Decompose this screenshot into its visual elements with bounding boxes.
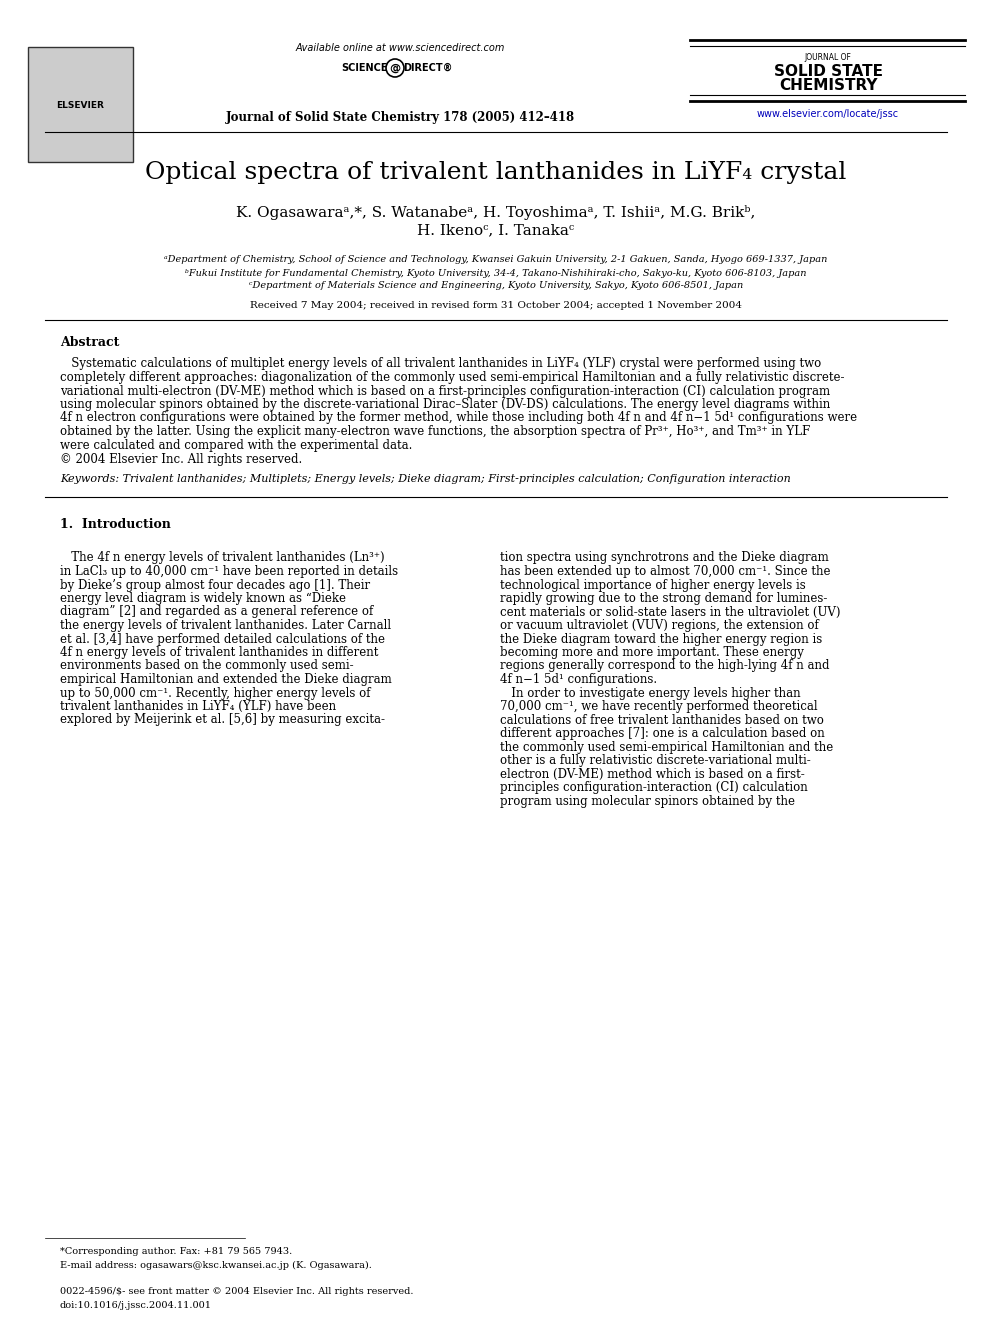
Text: the commonly used semi-empirical Hamiltonian and the: the commonly used semi-empirical Hamilto… (500, 741, 833, 754)
Text: www.elsevier.com/locate/jssc: www.elsevier.com/locate/jssc (757, 108, 899, 119)
Text: up to 50,000 cm⁻¹. Recently, higher energy levels of: up to 50,000 cm⁻¹. Recently, higher ener… (60, 687, 370, 700)
Text: SOLID STATE: SOLID STATE (774, 65, 883, 79)
Text: explored by Meijerink et al. [5,6] by measuring excita-: explored by Meijerink et al. [5,6] by me… (60, 713, 385, 726)
Text: the Dieke diagram toward the higher energy region is: the Dieke diagram toward the higher ener… (500, 632, 822, 646)
Text: *Corresponding author. Fax: +81 79 565 7943.: *Corresponding author. Fax: +81 79 565 7… (60, 1248, 293, 1257)
Text: 70,000 cm⁻¹, we have recently performed theoretical: 70,000 cm⁻¹, we have recently performed … (500, 700, 817, 713)
Text: In order to investigate energy levels higher than: In order to investigate energy levels hi… (500, 687, 801, 700)
Text: Abstract: Abstract (60, 336, 119, 348)
Text: ᵃDepartment of Chemistry, School of Science and Technology, Kwansei Gakuin Unive: ᵃDepartment of Chemistry, School of Scie… (165, 255, 827, 265)
Text: The 4f n energy levels of trivalent lanthanides (Ln³⁺): The 4f n energy levels of trivalent lant… (60, 552, 385, 565)
Text: Systematic calculations of multiplet energy levels of all trivalent lanthanides : Systematic calculations of multiplet ene… (60, 357, 821, 370)
Text: et al. [3,4] have performed detailed calculations of the: et al. [3,4] have performed detailed cal… (60, 632, 385, 646)
Text: obtained by the latter. Using the explicit many-electron wave functions, the abs: obtained by the latter. Using the explic… (60, 425, 810, 438)
Text: technological importance of higher energy levels is: technological importance of higher energ… (500, 578, 806, 591)
Text: doi:10.1016/j.jssc.2004.11.001: doi:10.1016/j.jssc.2004.11.001 (60, 1302, 212, 1311)
Text: tion spectra using synchrotrons and the Dieke diagram: tion spectra using synchrotrons and the … (500, 552, 828, 565)
Text: SCIENCE: SCIENCE (342, 64, 388, 73)
Text: the energy levels of trivalent lanthanides. Later Carnall: the energy levels of trivalent lanthanid… (60, 619, 391, 632)
Text: 4f n electron configurations were obtained by the former method, while those inc: 4f n electron configurations were obtain… (60, 411, 857, 425)
Text: environments based on the commonly used semi-: environments based on the commonly used … (60, 659, 353, 672)
Text: Optical spectra of trivalent lanthanides in LiYF₄ crystal: Optical spectra of trivalent lanthanides… (145, 160, 847, 184)
Text: program using molecular spinors obtained by the: program using molecular spinors obtained… (500, 795, 795, 807)
Text: empirical Hamiltonian and extended the Dieke diagram: empirical Hamiltonian and extended the D… (60, 673, 392, 687)
Text: using molecular spinors obtained by the discrete-variational Dirac–Slater (DV-DS: using molecular spinors obtained by the … (60, 398, 830, 411)
Text: variational multi-electron (DV-ME) method which is based on a first-principles c: variational multi-electron (DV-ME) metho… (60, 385, 830, 397)
Text: becoming more and more important. These energy: becoming more and more important. These … (500, 646, 804, 659)
Text: DIRECT®: DIRECT® (404, 64, 452, 73)
Text: regions generally correspond to the high-lying 4f n and: regions generally correspond to the high… (500, 659, 829, 672)
Text: rapidly growing due to the strong demand for lumines-: rapidly growing due to the strong demand… (500, 591, 827, 605)
Bar (28, 48, 133, 161)
Text: principles configuration-interaction (CI) calculation: principles configuration-interaction (CI… (500, 781, 807, 794)
Text: ᵇFukui Institute for Fundamental Chemistry, Kyoto University, 34-4, Takano-Nishi: ᵇFukui Institute for Fundamental Chemist… (186, 269, 806, 278)
Text: 4f n−1 5d¹ configurations.: 4f n−1 5d¹ configurations. (500, 673, 657, 687)
Text: © 2004 Elsevier Inc. All rights reserved.: © 2004 Elsevier Inc. All rights reserved… (60, 452, 303, 466)
Text: Keywords: Trivalent lanthanides; Multiplets; Energy levels; Dieke diagram; First: Keywords: Trivalent lanthanides; Multipl… (60, 474, 791, 483)
Text: Available online at www.sciencedirect.com: Available online at www.sciencedirect.co… (296, 44, 505, 53)
Text: @: @ (390, 64, 401, 73)
Text: electron (DV-ME) method which is based on a first-: electron (DV-ME) method which is based o… (500, 767, 805, 781)
Text: or vacuum ultraviolet (VUV) regions, the extension of: or vacuum ultraviolet (VUV) regions, the… (500, 619, 818, 632)
Text: other is a fully relativistic discrete-variational multi-: other is a fully relativistic discrete-v… (500, 754, 810, 767)
Text: ᶜDepartment of Materials Science and Engineering, Kyoto University, Sakyo, Kyoto: ᶜDepartment of Materials Science and Eng… (249, 282, 743, 291)
Text: in LaCl₃ up to 40,000 cm⁻¹ have been reported in details: in LaCl₃ up to 40,000 cm⁻¹ have been rep… (60, 565, 398, 578)
Text: E-mail address: ogasawars@ksc.kwansei.ac.jp (K. Ogasawara).: E-mail address: ogasawars@ksc.kwansei.ac… (60, 1261, 372, 1270)
Text: diagram” [2] and regarded as a general reference of: diagram” [2] and regarded as a general r… (60, 606, 373, 618)
Text: 4f n energy levels of trivalent lanthanides in different: 4f n energy levels of trivalent lanthani… (60, 646, 378, 659)
Circle shape (386, 60, 404, 77)
Text: has been extended up to almost 70,000 cm⁻¹. Since the: has been extended up to almost 70,000 cm… (500, 565, 830, 578)
Text: completely different approaches: diagonalization of the commonly used semi-empir: completely different approaches: diagona… (60, 370, 844, 384)
Text: 1.  Introduction: 1. Introduction (60, 517, 171, 531)
Text: H. Ikenoᶜ, I. Tanakaᶜ: H. Ikenoᶜ, I. Tanakaᶜ (418, 224, 574, 237)
Text: different approaches [7]: one is a calculation based on: different approaches [7]: one is a calcu… (500, 728, 824, 740)
Text: K. Ogasawaraᵃ,*, S. Watanabeᵃ, H. Toyoshimaᵃ, T. Ishiiᵃ, M.G. Brikᵇ,: K. Ogasawaraᵃ,*, S. Watanabeᵃ, H. Toyosh… (236, 205, 756, 220)
Text: cent materials or solid-state lasers in the ultraviolet (UV): cent materials or solid-state lasers in … (500, 606, 840, 618)
Text: by Dieke’s group almost four decades ago [1]. Their: by Dieke’s group almost four decades ago… (60, 578, 370, 591)
Text: CHEMISTRY: CHEMISTRY (779, 78, 877, 94)
Text: calculations of free trivalent lanthanides based on two: calculations of free trivalent lanthanid… (500, 713, 824, 726)
Text: Received 7 May 2004; received in revised form 31 October 2004; accepted 1 Novemb: Received 7 May 2004; received in revised… (250, 300, 742, 310)
Text: trivalent lanthanides in LiYF₄ (YLF) have been: trivalent lanthanides in LiYF₄ (YLF) hav… (60, 700, 336, 713)
Text: energy level diagram is widely known as “Dieke: energy level diagram is widely known as … (60, 591, 346, 605)
Text: JOURNAL OF: JOURNAL OF (805, 53, 851, 62)
Text: 0022-4596/$- see front matter © 2004 Elsevier Inc. All rights reserved.: 0022-4596/$- see front matter © 2004 Els… (60, 1287, 414, 1297)
Text: ELSEVIER: ELSEVIER (57, 101, 104, 110)
Text: Journal of Solid State Chemistry 178 (2005) 412–418: Journal of Solid State Chemistry 178 (20… (225, 111, 574, 124)
Text: were calculated and compared with the experimental data.: were calculated and compared with the ex… (60, 438, 413, 451)
